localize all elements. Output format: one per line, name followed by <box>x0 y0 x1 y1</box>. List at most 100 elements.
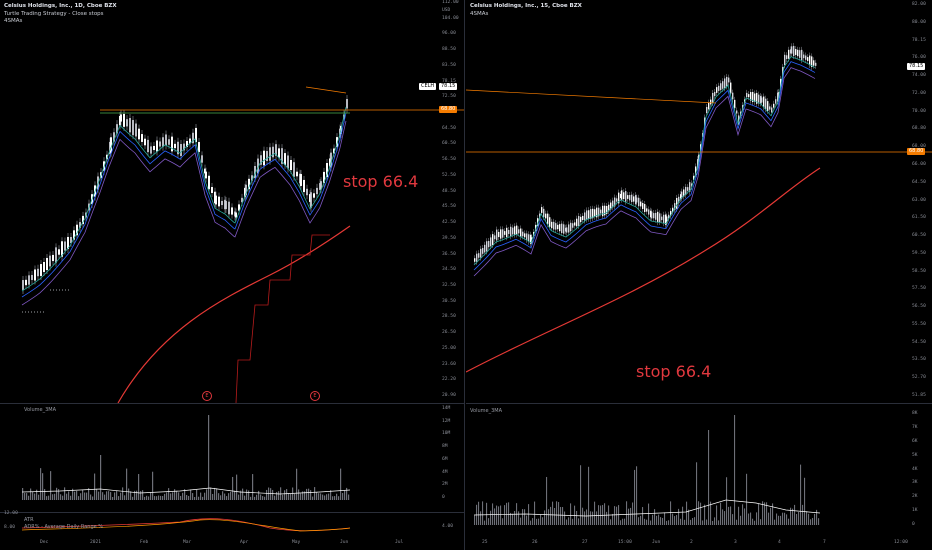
volume-bar <box>306 488 308 500</box>
intraday-chart-canvas[interactable] <box>466 0 932 550</box>
volume-bar <box>650 520 652 525</box>
candle-body <box>566 227 568 233</box>
daily-chart-pane[interactable]: Celsius Holdings, Inc., 1D, Cboe BZX Tur… <box>0 0 465 550</box>
intraday-price-tick: 82.00 <box>912 2 926 7</box>
candle-body <box>306 188 308 196</box>
volume-bar <box>158 495 160 500</box>
volume-bar <box>168 488 170 500</box>
volume-bar <box>346 487 348 500</box>
stop-annotation[interactable]: stop 66.4 <box>343 172 419 191</box>
volume-bar <box>528 504 530 525</box>
volume-bar <box>314 487 316 500</box>
intraday-volume-tick: 3K <box>912 480 918 486</box>
candle-body <box>594 209 596 217</box>
candle-body <box>43 262 45 272</box>
candle-body <box>805 55 807 60</box>
candle-body <box>221 200 223 206</box>
candle-body <box>129 118 131 133</box>
candle-body <box>582 215 584 221</box>
candle-body <box>570 222 572 232</box>
volume-bar <box>274 495 276 500</box>
volume-bar <box>110 492 112 500</box>
daily-price-tick: 78.15 <box>442 78 456 84</box>
stop-annotation[interactable]: stop 66.4 <box>636 362 712 381</box>
volume-bar <box>676 515 678 525</box>
candle-body <box>526 233 528 240</box>
volume-bar <box>784 512 786 525</box>
volume-bar <box>566 519 568 525</box>
candle-body <box>141 134 143 142</box>
volume-bar <box>232 476 234 500</box>
volume-bar <box>300 493 302 500</box>
volume-bar <box>342 492 344 500</box>
volume-bar <box>288 493 290 500</box>
volume-bar <box>298 489 300 500</box>
volume-bar <box>186 494 188 500</box>
volume-bar <box>616 506 618 525</box>
volume-bar <box>760 519 762 525</box>
candle-body <box>326 163 328 177</box>
intraday-price-tick: 55.50 <box>912 321 926 327</box>
candle-body <box>635 195 637 205</box>
candle-body <box>287 155 289 169</box>
volume-bar <box>176 490 178 500</box>
candle-body <box>528 234 530 242</box>
candle-body <box>34 269 36 281</box>
intraday-price-tick: 76.00 <box>912 55 926 61</box>
volume-bar <box>188 495 190 500</box>
intraday-price-tick: 66.00 <box>912 161 926 167</box>
candle-body <box>586 210 588 220</box>
volume-bar <box>226 496 228 500</box>
volume-bar <box>550 506 552 525</box>
volume-bar <box>312 496 314 500</box>
daily-chart-canvas[interactable] <box>0 0 464 550</box>
volume-bar <box>656 515 658 525</box>
intraday-chart-pane[interactable]: Celsius Holdings, Inc., 15, Cboe BZX 4SM… <box>466 0 932 550</box>
candle-body <box>510 226 512 237</box>
volume-bar <box>478 501 480 525</box>
volume-bar <box>538 518 540 525</box>
earnings-marker[interactable]: E <box>310 391 320 401</box>
pane-separator[interactable] <box>466 403 932 404</box>
volume-bar <box>184 489 186 500</box>
intraday-price-tick: 70.00 <box>912 108 926 114</box>
volume-bar <box>654 509 656 525</box>
volume-bar <box>34 493 36 500</box>
candle-body <box>333 148 335 154</box>
candle-body <box>293 162 295 177</box>
volume-bar <box>486 502 488 525</box>
volume-bar <box>814 513 816 525</box>
pane-separator[interactable] <box>0 403 464 404</box>
candle-body <box>621 190 623 200</box>
volume-bar <box>738 506 740 525</box>
candle-body <box>602 205 604 217</box>
pane-separator[interactable] <box>0 512 464 513</box>
volume-bar <box>568 517 570 525</box>
intraday-volume-tick: 2K <box>912 494 918 500</box>
volume-bar <box>542 517 544 525</box>
atr-axis-value: 4.00 <box>442 524 454 529</box>
earnings-marker[interactable]: E <box>202 391 212 401</box>
volume-bar <box>258 490 260 500</box>
volume-bar <box>564 511 566 525</box>
volume-bar <box>316 492 318 500</box>
candle-body <box>303 179 305 193</box>
volume-ma-line <box>473 499 821 517</box>
candle-body <box>791 46 793 54</box>
volume-bar <box>592 511 594 525</box>
volume-bar <box>56 487 58 500</box>
candle-body <box>37 268 39 277</box>
volume-bar <box>480 511 482 525</box>
volume-bar <box>348 494 350 500</box>
volume-bar <box>526 515 528 525</box>
volume-bar <box>684 519 686 525</box>
volume-bar <box>692 518 694 525</box>
candle-body <box>680 194 682 200</box>
candle-body <box>198 142 200 152</box>
intraday-volume-tick: 4K <box>912 466 918 472</box>
volume-bar <box>340 468 342 500</box>
daily-price-tick: 28.50 <box>442 314 456 320</box>
volume-bar <box>604 503 606 525</box>
intraday-price-tick: 59.50 <box>912 250 926 256</box>
volume-bar <box>736 519 738 525</box>
